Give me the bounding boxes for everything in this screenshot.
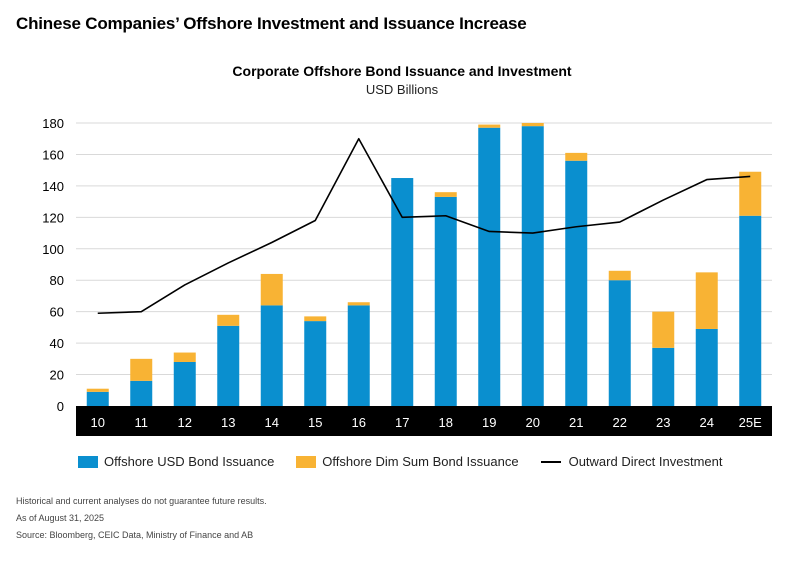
bar-usd-16 [347,305,370,406]
y-tick-label-40: 40 [50,336,64,351]
bar-usd-23 [652,347,675,406]
x-tick-label-13: 13 [221,415,235,430]
y-tick-label-120: 120 [42,210,64,225]
legend-item-odi: Outward Direct Investment [540,454,723,469]
x-tick-label-17: 17 [395,415,409,430]
footnote-disclaimer: Historical and current analyses do not g… [16,496,267,506]
legend-swatch-odi [540,460,561,463]
bar-usd-12 [173,361,196,406]
bar-dim-sum-10 [86,388,109,392]
chart-canvas: 0 20 40 60 80 100 120 140 160 180 10 11 12 13 14 15 16 17… [42,116,772,436]
legend-swatch-dim-sum [296,455,317,468]
bar-dim-sum-19 [478,124,501,128]
bar-usd-25E [739,215,762,406]
bar-usd-11 [130,380,153,406]
y-tick-label-20: 20 [50,368,64,383]
bar-dim-sum-24 [695,272,718,329]
bar-usd-17 [391,178,414,406]
chart-subtitle: USD Billions [365,82,439,97]
y-tick-label-100: 100 [42,242,64,257]
bar-usd-19 [478,127,501,406]
x-tick-label-12: 12 [178,415,192,430]
bar-dim-sum-21 [565,152,588,161]
bar-dim-sum-14 [260,273,283,306]
x-tick-label-19: 19 [482,415,496,430]
y-tick-label-160: 160 [42,147,64,162]
line-outward-direct-investment [97,137,751,315]
legend-label-usd: Offshore USD Bond Issuance [104,454,275,469]
x-tick-label-24: 24 [700,415,714,430]
bar-usd-14 [260,305,283,406]
legend-swatch-usd [78,455,98,468]
x-tick-label-20: 20 [526,415,540,430]
bar-usd-10 [86,391,109,406]
legend-item-usd: Offshore USD Bond Issuance [78,454,274,469]
footnote-source: Source: Bloomberg, CEIC Data, Ministry o… [16,530,254,540]
legend-label-dim-sum: Offshore Dim Sum Bond Issuance [322,454,519,469]
bar-usd-20 [521,126,544,407]
x-tick-label-15: 15 [308,415,322,430]
footnote-date: As of August 31, 2025 [16,513,105,523]
legend-label-odi: Outward Direct Investment [568,454,723,469]
bar-usd-21 [565,160,588,406]
bar-dim-sum-12 [173,352,196,362]
x-tick-label-23: 23 [656,415,670,430]
x-tick-label-22: 22 [613,415,627,430]
chart-title: Corporate Offshore Bond Issuance and Inv… [232,63,572,79]
bar-usd-13 [217,325,240,406]
y-tick-label-140: 140 [42,179,64,194]
x-tick-label-11: 11 [135,415,149,430]
y-tick-label-0: 0 [57,399,64,414]
bar-dim-sum-25E [739,171,762,216]
bar-dim-sum-20 [521,123,544,127]
x-tick-label-14: 14 [265,415,279,430]
bar-dim-sum-11 [130,358,153,381]
bar-dim-sum-16 [347,302,370,306]
bar-dim-sum-13 [217,314,240,326]
y-tick-label-60: 60 [50,305,64,320]
x-axis-band [76,406,772,436]
x-tick-label-21: 21 [569,415,583,430]
x-tick-label-25E: 25E [739,415,762,430]
y-tick-label-80: 80 [50,273,64,288]
x-tick-label-10: 10 [91,415,105,430]
bar-dim-sum-23 [652,311,675,348]
y-tick-label-180: 180 [42,116,64,131]
legend: Offshore USD Bond Issuance Offshore Dim … [78,454,744,469]
bar-usd-22 [608,280,631,406]
x-tick-label-16: 16 [352,415,366,430]
legend-item-dim-sum: Offshore Dim Sum Bond Issuance [296,454,519,469]
page-title: Chinese Companies’ Offshore Investment a… [16,14,527,33]
bar-usd-18 [434,196,457,406]
bar-dim-sum-15 [304,316,327,322]
bar-dim-sum-18 [434,192,457,197]
x-tick-label-18: 18 [439,415,453,430]
bar-usd-24 [695,328,718,406]
bar-usd-15 [304,321,327,406]
bar-dim-sum-22 [608,270,631,281]
